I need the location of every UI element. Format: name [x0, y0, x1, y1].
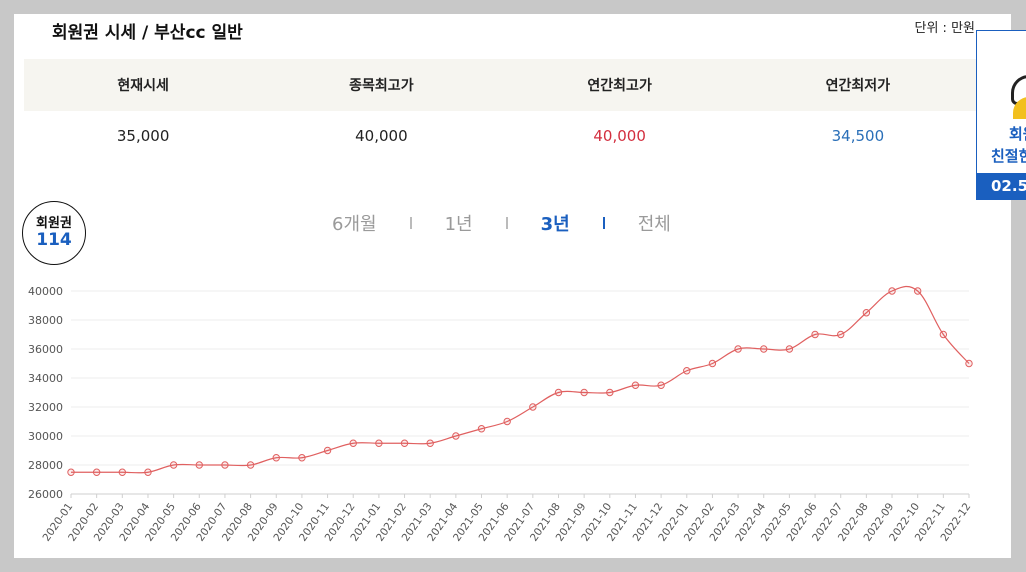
ad-text-line1: 회원 — [1009, 125, 1026, 143]
y-tick-label: 40000 — [28, 285, 63, 298]
data-point — [708, 359, 717, 368]
y-tick-label: 38000 — [28, 314, 63, 327]
mascot-icon — [1013, 97, 1026, 119]
page-title: 회원권 시세 / 부산cc 일반 — [52, 23, 243, 43]
data-point — [554, 388, 563, 397]
price-panel: 회원권 시세 / 부산cc 일반 단위 : 만원 현재시세 종목최고가 연간최고… — [14, 14, 1011, 558]
data-point — [606, 388, 614, 397]
stat-label-current: 현재시세 — [117, 78, 169, 94]
data-point — [683, 367, 691, 375]
data-point — [503, 417, 511, 426]
data-point — [657, 381, 665, 389]
data-point — [298, 454, 306, 462]
y-tick-label: 34000 — [28, 372, 63, 385]
stat-value-annual-low: 34,500 — [831, 127, 885, 145]
data-point — [221, 461, 229, 469]
logo-text: 회원권 — [36, 216, 72, 231]
data-point — [92, 468, 101, 476]
stat-value-alltime-high: 40,000 — [355, 127, 408, 145]
brand-logo: 회원권 114 — [22, 201, 86, 265]
y-tick-label: 32000 — [28, 401, 63, 414]
stat-label-alltime-high: 종목최고가 — [349, 78, 414, 94]
data-point — [452, 432, 460, 440]
data-point — [118, 468, 127, 476]
data-point — [939, 330, 948, 339]
data-point — [349, 439, 357, 447]
data-point — [400, 439, 409, 447]
data-point — [195, 461, 203, 469]
price-line-chart: 26000 28000 30000 32000 34000 36000 38000 40000… — [28, 285, 973, 544]
tab-1-year[interactable]: 1년 — [444, 214, 473, 235]
stats-header-row: 현재시세 종목최고가 연간최고가 연간최저가 — [24, 59, 977, 111]
tab-divider — [505, 217, 508, 229]
data-point — [272, 454, 280, 462]
tab-divider — [602, 217, 605, 229]
data-point — [375, 439, 383, 447]
stat-value-annual-high: 40,000 — [593, 127, 646, 145]
series-line — [71, 285, 970, 474]
data-point — [837, 330, 845, 339]
stat-label-annual-low: 연간최저가 — [825, 78, 891, 94]
data-point — [67, 468, 75, 476]
tab-all[interactable]: 전체 — [637, 214, 671, 235]
stat-value-current: 35,000 — [116, 127, 170, 145]
tab-divider — [409, 217, 412, 229]
side-ad-banner[interactable]: 회원 친절한 02.5 — [976, 30, 1026, 200]
data-point — [144, 468, 152, 476]
stats-value-row: 35,000 40,000 40,000 34,500 — [24, 114, 977, 158]
data-point — [246, 461, 255, 469]
data-point — [323, 446, 332, 455]
data-point — [862, 309, 871, 317]
data-point — [760, 345, 768, 353]
unit-label: 단위 : 만원 — [914, 21, 976, 36]
data-point — [785, 345, 794, 353]
data-point — [888, 287, 896, 295]
data-point — [529, 403, 537, 411]
tab-6-months[interactable]: 6개월 — [332, 214, 377, 235]
period-tabs: 6개월 1년 3년 전체 — [332, 209, 671, 237]
y-tick-label: 26000 — [28, 488, 63, 501]
data-point — [811, 330, 819, 339]
data-point — [631, 381, 640, 389]
tab-3-years[interactable]: 3년 — [540, 214, 570, 235]
data-point — [965, 359, 973, 368]
stat-label-annual-high: 연간최고가 — [587, 78, 652, 94]
data-point — [477, 425, 486, 433]
y-tick-label: 36000 — [28, 343, 63, 356]
data-point — [426, 439, 434, 447]
data-point — [913, 287, 922, 295]
ad-phone-number: 02.5 — [977, 173, 1026, 199]
data-point — [580, 388, 588, 397]
data-point — [169, 461, 178, 469]
ad-text-line2: 친절한 — [991, 147, 1026, 165]
y-tick-label: 30000 — [28, 430, 63, 443]
logo-number: 114 — [36, 230, 72, 250]
y-tick-label: 28000 — [28, 459, 63, 472]
data-point — [734, 345, 742, 353]
